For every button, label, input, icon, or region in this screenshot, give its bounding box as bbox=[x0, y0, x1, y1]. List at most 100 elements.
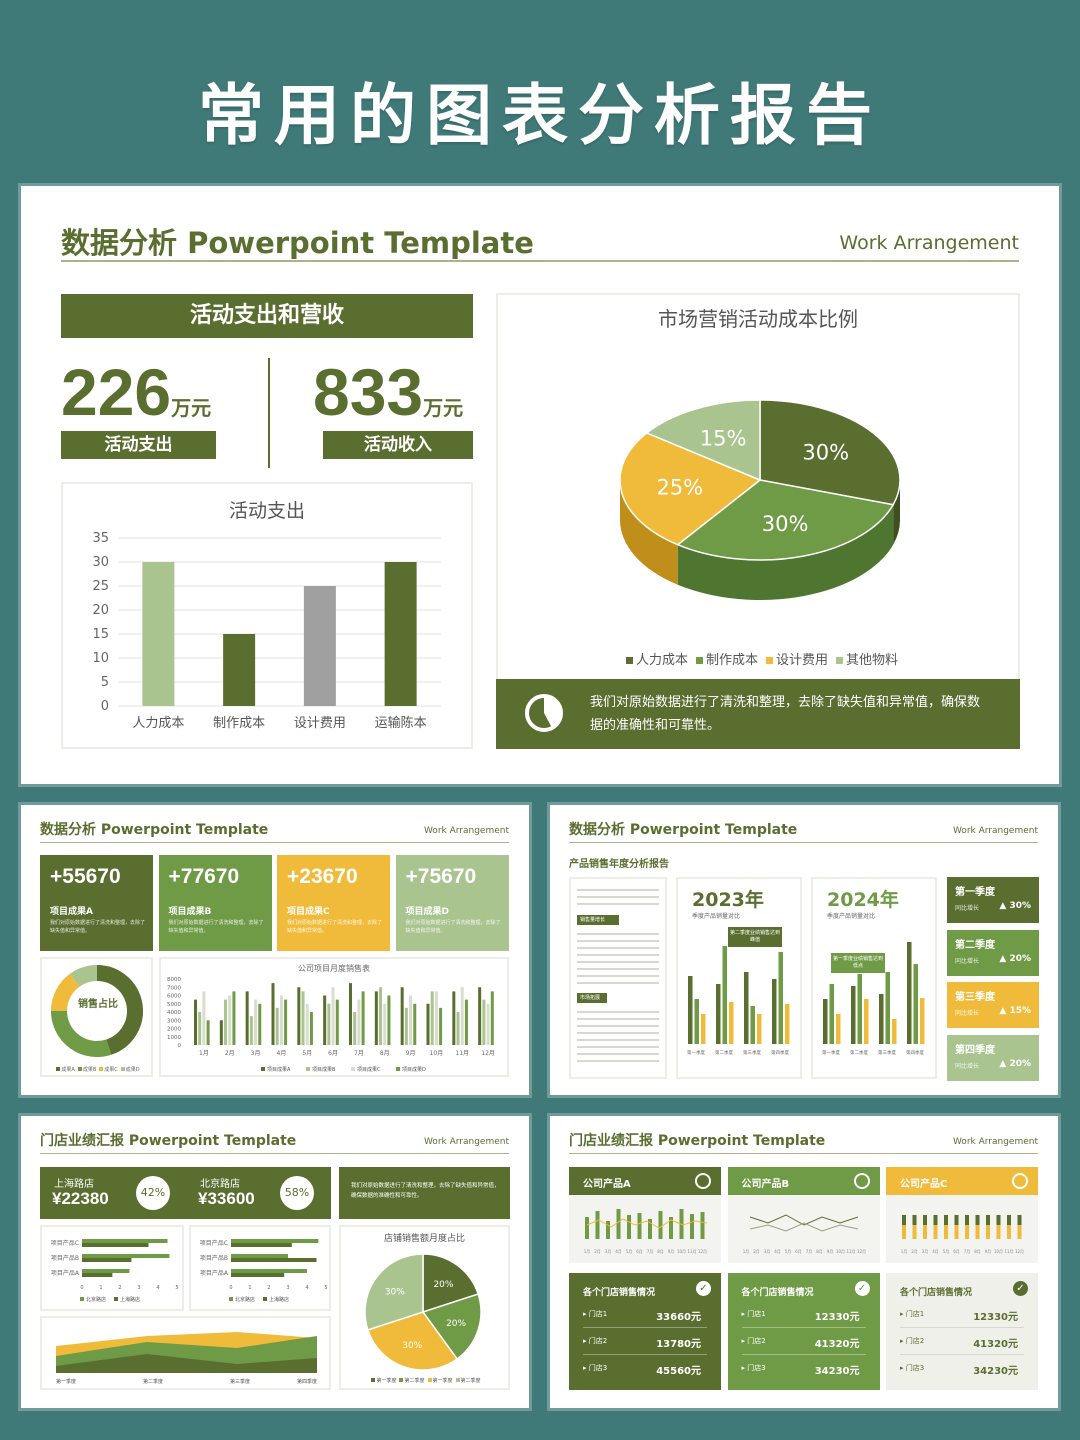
legend-swatch bbox=[625, 657, 633, 664]
bar bbox=[82, 1269, 130, 1273]
legend-swatch bbox=[766, 657, 773, 664]
pie-legend: 人力成本 制作成本 设计费用 其他物料 bbox=[498, 649, 1018, 668]
sales-share-donut bbox=[51, 965, 143, 1057]
year-2023-subtitle: 季度产品销量对比 bbox=[692, 913, 741, 920]
x-tick-label: 0 bbox=[229, 1285, 232, 1291]
card3-divider bbox=[569, 842, 1038, 843]
header-divider bbox=[61, 260, 1019, 262]
card2-divider bbox=[40, 842, 509, 843]
legend-swatch bbox=[695, 657, 703, 664]
y-tick-label: 5000 bbox=[167, 1002, 181, 1008]
bar bbox=[82, 1239, 168, 1243]
store1-value: ¥22380 bbox=[52, 1189, 109, 1208]
x-tick-label: 9月 bbox=[406, 1050, 416, 1057]
x-tick-label: 0 bbox=[80, 1285, 83, 1291]
bar bbox=[413, 1003, 417, 1045]
store-row-name: ▸ 门店1 bbox=[900, 1310, 925, 1318]
bar bbox=[232, 991, 236, 1045]
x-tick-label: 1月 bbox=[901, 1249, 908, 1254]
y-tick-label: 25 bbox=[92, 579, 109, 594]
bar bbox=[353, 1012, 357, 1045]
bar bbox=[258, 1003, 262, 1045]
tag-sales-growth: 销售量增长 bbox=[577, 915, 619, 925]
bar bbox=[254, 999, 258, 1045]
card5-divider bbox=[569, 1153, 1038, 1154]
legend-label: 第二季度 bbox=[460, 1378, 481, 1384]
monthly-bar-chart: 0 1000 2000 3000 4000 5000 6000 7000 8000 1月 2月 3月 4… bbox=[167, 977, 495, 1073]
store-sales-panel: 各个门店销售情况 ✓ ▸ 门店1 12330元 ▸ 门店2 41320元 ▸ 门店3 3423… bbox=[886, 1273, 1038, 1390]
x-tick-label: 第一季度 bbox=[822, 1049, 840, 1056]
target-icon bbox=[695, 1173, 711, 1189]
area-chart-box: 第一季度 第二季度 第三季度 第四季度 bbox=[40, 1316, 331, 1390]
y-tick-label: 项目产品C bbox=[200, 1239, 228, 1247]
bar bbox=[923, 1225, 927, 1239]
x-tick-label: 11月 bbox=[455, 1050, 469, 1057]
pie-slice bbox=[366, 1311, 459, 1371]
bar bbox=[409, 995, 413, 1045]
target-icon bbox=[1012, 1173, 1028, 1189]
donut-segment bbox=[69, 965, 98, 987]
x-tick-label: 第四季度 bbox=[771, 1049, 789, 1056]
year-2023-callout: 第二季度业绩销售达到峰值 bbox=[728, 927, 782, 947]
store1-pct: 42% bbox=[136, 1176, 170, 1210]
kpi-income-unit: 万元 bbox=[423, 396, 464, 420]
x-tick-label: 2月 bbox=[911, 1249, 918, 1254]
product-mini-chart: 1月 2月 3月 4月 5月 6月 7月 8月 9月 10月 11月 12月 bbox=[727, 1195, 880, 1263]
bar bbox=[284, 999, 288, 1045]
x-tick-label: 3月 bbox=[922, 1249, 929, 1254]
store-sales-panel: 各个门店销售情况 ✓ ▸ 门店1 33660元 ▸ 门店2 13780元 ▸ 门店3 4556… bbox=[569, 1273, 721, 1390]
kpi-tile-label: 项目成果D bbox=[405, 907, 449, 917]
bar bbox=[271, 983, 275, 1045]
legend-label: 成果D bbox=[125, 1067, 140, 1073]
bar bbox=[275, 1007, 279, 1045]
legend-swatch bbox=[455, 1378, 460, 1382]
line-series bbox=[749, 1214, 858, 1226]
bar bbox=[452, 991, 456, 1045]
store2-hbar-box: 项目产品C 项目产品B 项目产品A 0 1 2 3 4 5 北京路店 上海路店 bbox=[189, 1225, 331, 1311]
x-tick-label: 2 bbox=[118, 1285, 121, 1291]
row-divider bbox=[583, 1354, 707, 1355]
quarter-tile: 第四季度 同比增长 ▲ 20% bbox=[947, 1034, 1039, 1081]
text-lines-1 bbox=[577, 887, 659, 909]
bar bbox=[349, 983, 352, 1045]
line-series bbox=[586, 1218, 708, 1229]
bar bbox=[585, 1217, 589, 1239]
kpi-tile-value: +23670 bbox=[287, 865, 358, 888]
bar bbox=[361, 991, 365, 1045]
legend-label: 制作成本 bbox=[705, 653, 758, 668]
quarter-sub: 同比增长 bbox=[955, 1010, 980, 1017]
row-divider bbox=[583, 1327, 707, 1328]
legend-label: 上海路店 bbox=[120, 1296, 140, 1303]
bar bbox=[430, 991, 434, 1045]
store-row-name: ▸ 门店2 bbox=[900, 1337, 925, 1345]
quarter-label: 第三季度 bbox=[955, 992, 995, 1003]
y-tick-label: 20 bbox=[92, 603, 109, 618]
store-banner: 上海路店 ¥22380 42% 北京路店 ¥33600 58% bbox=[40, 1167, 331, 1219]
x-tick-label: 第一季度 bbox=[56, 1378, 76, 1385]
bar bbox=[996, 1225, 1001, 1239]
bar bbox=[627, 1215, 631, 1239]
bar bbox=[231, 1254, 288, 1258]
bar bbox=[757, 1014, 762, 1044]
store-row-name: ▸ 门店3 bbox=[900, 1364, 925, 1372]
card2-title: 数据分析 Powerpoint Template bbox=[40, 822, 269, 838]
text-lines-2 bbox=[577, 931, 659, 987]
x-tick-label: 10月 bbox=[994, 1249, 1003, 1254]
mini-chart-svg: 1月 2月 3月 4月 5月 6月 7月 8月 9月 10月 11月 12月 bbox=[584, 1209, 708, 1254]
x-tick-label: 5月 bbox=[302, 1050, 312, 1057]
store-row-value: 34230元 bbox=[973, 1366, 1018, 1377]
kpi-tile-desc: 我们对原始数据进行了清洗和整理，去除了缺失值和异常值。 bbox=[50, 920, 146, 934]
year-2023-chart: 第一季度 第二季度 第三季度 第四季度 bbox=[687, 946, 790, 1056]
legend-label: 项目成果D bbox=[402, 1066, 426, 1073]
text-lines-3 bbox=[577, 1009, 659, 1065]
bar bbox=[729, 1002, 734, 1044]
pie-chart-icon bbox=[524, 693, 564, 733]
bar bbox=[879, 994, 884, 1044]
row-divider bbox=[900, 1354, 1024, 1355]
x-tick-label: 1月 bbox=[199, 1050, 209, 1057]
store2-value: ¥33600 bbox=[198, 1189, 255, 1208]
bar bbox=[82, 1254, 170, 1258]
bar bbox=[331, 987, 335, 1045]
legend-swatch bbox=[263, 1297, 267, 1301]
year-2024-subtitle: 季度产品销量对比 bbox=[827, 913, 876, 920]
